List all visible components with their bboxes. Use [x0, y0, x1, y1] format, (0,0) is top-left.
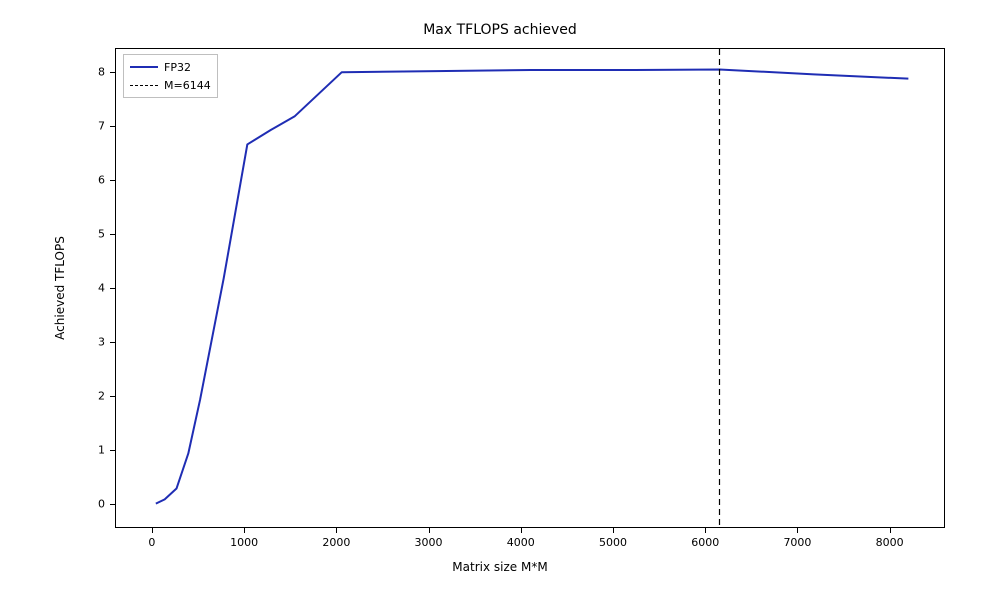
xtick-label: 7000 — [783, 536, 811, 549]
legend-entry: M=6144 — [130, 77, 211, 93]
ytick-label: 0 — [87, 497, 105, 510]
plot-svg — [116, 49, 944, 527]
xtick-mark — [429, 528, 430, 533]
ytick-label: 5 — [87, 228, 105, 241]
ytick-label: 4 — [87, 282, 105, 295]
legend-label: M=6144 — [164, 79, 211, 92]
xtick-mark — [244, 528, 245, 533]
ytick-label: 3 — [87, 335, 105, 348]
y-axis-label: Achieved TFLOPS — [53, 48, 67, 528]
xtick-mark — [890, 528, 891, 533]
ytick-label: 6 — [87, 174, 105, 187]
xtick-mark — [521, 528, 522, 533]
ytick-mark — [110, 396, 115, 397]
xtick-label: 3000 — [415, 536, 443, 549]
xtick-mark — [152, 528, 153, 533]
xtick-mark — [336, 528, 337, 533]
ytick-label: 1 — [87, 443, 105, 456]
chart-title: Max TFLOPS achieved — [0, 22, 1000, 38]
xtick-label: 0 — [148, 536, 155, 549]
legend-swatch — [130, 60, 158, 74]
xtick-label: 4000 — [507, 536, 535, 549]
legend-label: FP32 — [164, 61, 191, 74]
figure: Max TFLOPS achieved Matrix size M*M Achi… — [0, 0, 1000, 600]
xtick-label: 1000 — [230, 536, 258, 549]
ytick-mark — [110, 450, 115, 451]
legend: FP32 M=6144 — [123, 54, 218, 98]
xtick-mark — [705, 528, 706, 533]
xtick-mark — [797, 528, 798, 533]
ytick-mark — [110, 72, 115, 73]
ytick-label: 7 — [87, 120, 105, 133]
ytick-mark — [110, 342, 115, 343]
ytick-mark — [110, 288, 115, 289]
plot-area — [115, 48, 945, 528]
x-axis-label: Matrix size M*M — [0, 560, 1000, 574]
ytick-label: 8 — [87, 66, 105, 79]
ytick-mark — [110, 504, 115, 505]
ytick-label: 2 — [87, 389, 105, 402]
xtick-label: 8000 — [876, 536, 904, 549]
series-line — [156, 69, 909, 503]
legend-entry: FP32 — [130, 59, 211, 75]
ytick-mark — [110, 180, 115, 181]
xtick-label: 2000 — [322, 536, 350, 549]
ytick-mark — [110, 126, 115, 127]
xtick-mark — [613, 528, 614, 533]
xtick-label: 5000 — [599, 536, 627, 549]
ytick-mark — [110, 234, 115, 235]
legend-swatch — [130, 78, 158, 92]
xtick-label: 6000 — [691, 536, 719, 549]
